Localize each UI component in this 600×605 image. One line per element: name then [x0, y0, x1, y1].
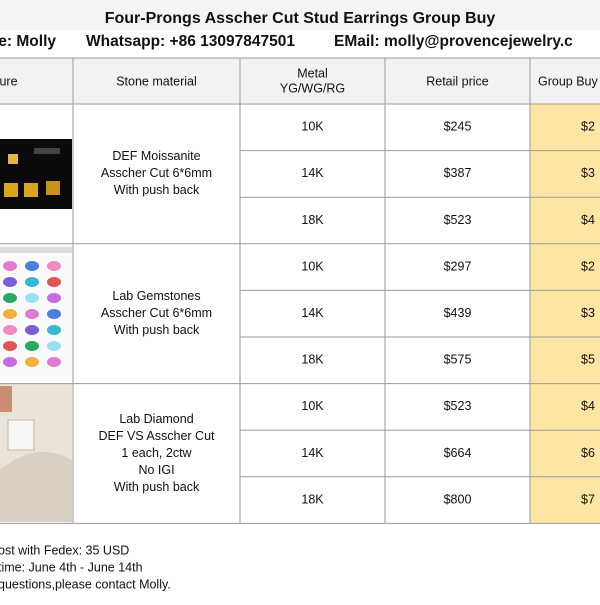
gem [25, 357, 39, 367]
gem [47, 261, 61, 271]
metal: 14K [301, 306, 324, 320]
metal: 18K [301, 492, 324, 506]
footer-note: time: June 4th - June 14th [0, 560, 143, 574]
title: Four-Prongs Asscher Cut Stud Earrings Gr… [105, 10, 496, 27]
gem [47, 309, 61, 319]
retail-price: $575 [444, 353, 472, 367]
retail-price: $245 [444, 120, 472, 134]
metal: 14K [301, 166, 324, 180]
gem [47, 277, 61, 287]
gem [3, 325, 17, 335]
metal: 10K [301, 399, 324, 413]
gem [3, 309, 17, 319]
metal: 10K [301, 259, 324, 273]
title-band [0, 0, 600, 30]
gem [47, 341, 61, 351]
retail-price: $387 [444, 166, 472, 180]
gem [3, 357, 17, 367]
image-moissanite [0, 139, 72, 209]
image-gem-chart [0, 245, 72, 381]
group-buy-price: $5 [581, 353, 595, 367]
gem [25, 277, 39, 287]
gem [3, 341, 17, 351]
metal: 18K [301, 213, 324, 227]
contact-email: EMail: molly@provencejewelry.c [334, 33, 573, 50]
stone-description: With push back [114, 183, 200, 197]
metal: 10K [301, 120, 324, 134]
retail-price: $800 [444, 492, 472, 506]
footer-note: ost with Fedex: 35 USD [0, 543, 129, 557]
column-header: YG/WG/RG [280, 81, 345, 95]
gem [47, 357, 61, 367]
column-header: Group Buy [538, 74, 599, 88]
gem [3, 261, 17, 271]
column-header: Stone material [116, 74, 197, 88]
group-buy-price: $4 [581, 399, 595, 413]
stone-description: Lab Gemstones [112, 289, 200, 303]
stone-description: With push back [114, 480, 200, 494]
gem [3, 293, 17, 303]
metal: 18K [301, 353, 324, 367]
header-row [0, 58, 600, 104]
gem [47, 293, 61, 303]
contact-name: le: Molly [0, 33, 56, 50]
image-diamond [0, 384, 72, 522]
retail-price: $297 [444, 259, 472, 273]
gem [3, 277, 17, 287]
stone-description: Asscher Cut 6*6mm [101, 306, 212, 320]
group-buy-price: $3 [581, 306, 595, 320]
retail-price: $523 [444, 399, 472, 413]
group-buy-price: $2 [581, 259, 595, 273]
group-buy-price: $4 [581, 213, 595, 227]
gem [25, 309, 39, 319]
gem [25, 293, 39, 303]
group-buy-price: $2 [581, 120, 595, 134]
chart-header [0, 247, 72, 253]
column-header: ture [0, 74, 18, 88]
stone-description: With push back [114, 323, 200, 337]
group-buy-price: $7 [581, 492, 595, 506]
group-buy-price: $3 [581, 166, 595, 180]
stone-description: 1 each, 2ctw [121, 446, 192, 460]
gem [47, 325, 61, 335]
retail-price: $664 [444, 446, 472, 460]
group-buy-price: $6 [581, 446, 595, 460]
gem [25, 325, 39, 335]
stone-description: Lab Diamond [119, 412, 193, 426]
footer-note: questions,please contact Molly. [0, 577, 171, 591]
stone-description: DEF VS Asscher Cut [98, 429, 215, 443]
retail-price: $523 [444, 213, 472, 227]
stone-description: No IGI [138, 463, 174, 477]
stone-description: DEF Moissanite [112, 149, 200, 163]
column-header: Metal [297, 66, 328, 80]
gem [25, 341, 39, 351]
contact-whatsapp: Whatsapp: +86 13097847501 [86, 33, 295, 50]
group-buy-column [530, 104, 600, 524]
retail-price: $439 [444, 306, 472, 320]
stone-description: Asscher Cut 6*6mm [101, 166, 212, 180]
metal: 14K [301, 446, 324, 460]
column-header: Retail price [426, 74, 489, 88]
gem [25, 261, 39, 271]
